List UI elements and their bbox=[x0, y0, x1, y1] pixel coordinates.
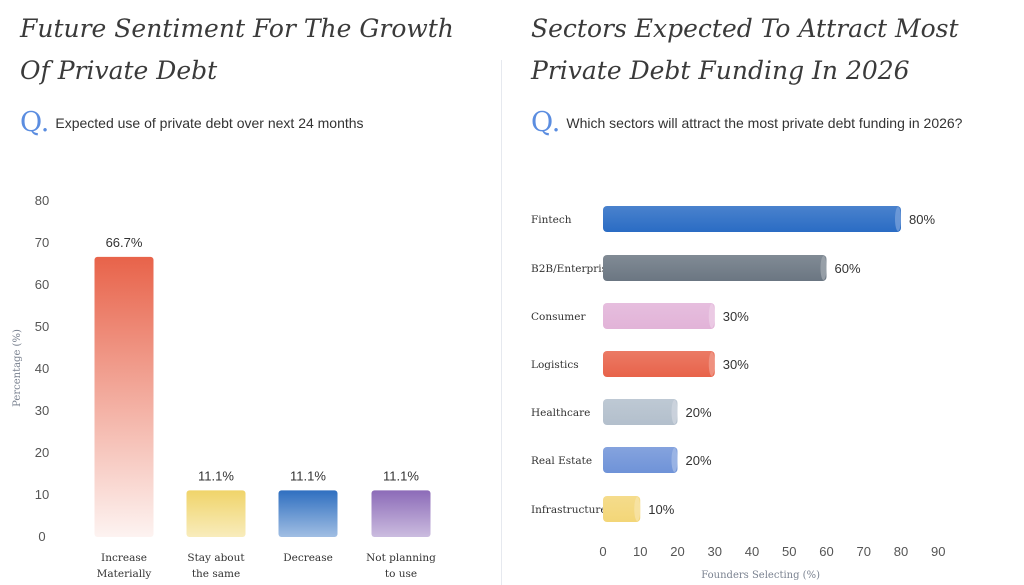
right-question: Q. Which sectors will attract the most p… bbox=[531, 108, 962, 138]
bar bbox=[603, 447, 678, 473]
right-chart-title: Sectors Expected To Attract Most Private… bbox=[531, 14, 959, 85]
bar-value-label: 80% bbox=[909, 212, 935, 227]
panel-divider bbox=[501, 60, 502, 585]
y-tick-label: 30 bbox=[35, 403, 49, 418]
y-tick-label: 40 bbox=[35, 361, 49, 376]
bar-value-label: 30% bbox=[723, 357, 749, 372]
question-q-icon: Q. bbox=[20, 107, 50, 138]
y-axis-title: Percentage (%) bbox=[12, 329, 23, 407]
y-category-label: B2B/Enterprise bbox=[531, 263, 613, 275]
y-tick-label: 70 bbox=[35, 235, 49, 250]
left-question-text: Expected use of private debt over next 2… bbox=[55, 115, 364, 131]
y-tick-label: 80 bbox=[35, 193, 49, 208]
x-tick-label: 30 bbox=[708, 544, 722, 559]
y-category-label: Fintech bbox=[531, 214, 572, 226]
y-category-label: Real Estate bbox=[531, 455, 592, 467]
x-tick-label: 20 bbox=[670, 544, 684, 559]
bar bbox=[603, 399, 678, 425]
bar bbox=[603, 496, 641, 522]
x-tick-label: 40 bbox=[745, 544, 759, 559]
x-category-label: Increase bbox=[101, 552, 147, 564]
x-category-label: Not planning bbox=[366, 552, 436, 564]
right-question-text: Which sectors will attract the most priv… bbox=[566, 115, 963, 131]
bar-cap bbox=[895, 207, 901, 231]
y-category-label: Healthcare bbox=[531, 407, 590, 419]
x-tick-label: 60 bbox=[819, 544, 833, 559]
x-category-label: the same bbox=[192, 568, 240, 580]
bar bbox=[371, 490, 431, 537]
bar bbox=[186, 490, 246, 537]
x-category-label: to use bbox=[385, 568, 417, 580]
bar bbox=[278, 490, 338, 537]
horizontal-bar-chart: Fintech 80% B2B/Enterprise 60% Consumer 30% Lo… bbox=[531, 206, 945, 581]
bar bbox=[603, 303, 715, 329]
bar bbox=[603, 206, 901, 232]
bar bbox=[603, 351, 715, 377]
bar-value-label: 60% bbox=[835, 261, 861, 276]
bar-cap bbox=[708, 304, 715, 328]
x-category-label: Materially bbox=[97, 568, 152, 580]
y-tick-label: 50 bbox=[35, 319, 49, 334]
x-axis-title: Founders Selecting (%) bbox=[701, 570, 820, 581]
question-q-icon: Q. bbox=[531, 107, 561, 138]
x-category-label: Decrease bbox=[283, 552, 333, 564]
y-category-label: Consumer bbox=[531, 311, 586, 323]
left-question: Q. Expected use of private debt over nex… bbox=[20, 108, 364, 138]
bar-value-label: 20% bbox=[686, 405, 712, 420]
x-category-label: Stay about bbox=[187, 552, 245, 564]
y-tick-label: 20 bbox=[35, 445, 49, 460]
bar-cap bbox=[820, 256, 827, 280]
left-chart-title: Future Sentiment For The Growth Of Priva… bbox=[20, 14, 454, 85]
bar-value-label: 20% bbox=[686, 453, 712, 468]
y-tick-label: 10 bbox=[35, 487, 49, 502]
y-tick-label: 60 bbox=[35, 277, 49, 292]
bar-cap bbox=[634, 497, 641, 521]
bar-value-label: 66.7% bbox=[106, 235, 143, 250]
left-chart-panel: Future Sentiment For The Growth Of Priva… bbox=[0, 0, 500, 585]
vertical-bar-chart: Percentage (%) 0 10 20 30 40 50 60 70 80 66.7% Incr… bbox=[12, 193, 436, 580]
x-tick-label: 90 bbox=[931, 544, 945, 559]
bar-value-label: 10% bbox=[648, 502, 674, 517]
right-chart-panel: Sectors Expected To Attract Most Private… bbox=[512, 0, 1024, 585]
bar-value-label: 11.1% bbox=[290, 468, 326, 483]
y-tick-label: 0 bbox=[38, 529, 45, 544]
bar-cap bbox=[671, 448, 678, 472]
x-tick-label: 50 bbox=[782, 544, 796, 559]
bar bbox=[94, 256, 154, 537]
bar-cap bbox=[671, 400, 678, 424]
x-tick-label: 70 bbox=[857, 544, 871, 559]
x-tick-label: 10 bbox=[633, 544, 647, 559]
bar-value-label: 11.1% bbox=[383, 468, 419, 483]
x-tick-label: 80 bbox=[894, 544, 908, 559]
bar-value-label: 30% bbox=[723, 309, 749, 324]
bar-value-label: 11.1% bbox=[198, 468, 234, 483]
bar bbox=[603, 255, 827, 281]
x-tick-label: 0 bbox=[599, 544, 606, 559]
bar-cap bbox=[708, 352, 715, 376]
y-category-label: Infrastructure bbox=[531, 504, 607, 516]
y-category-label: Logistics bbox=[531, 359, 579, 371]
